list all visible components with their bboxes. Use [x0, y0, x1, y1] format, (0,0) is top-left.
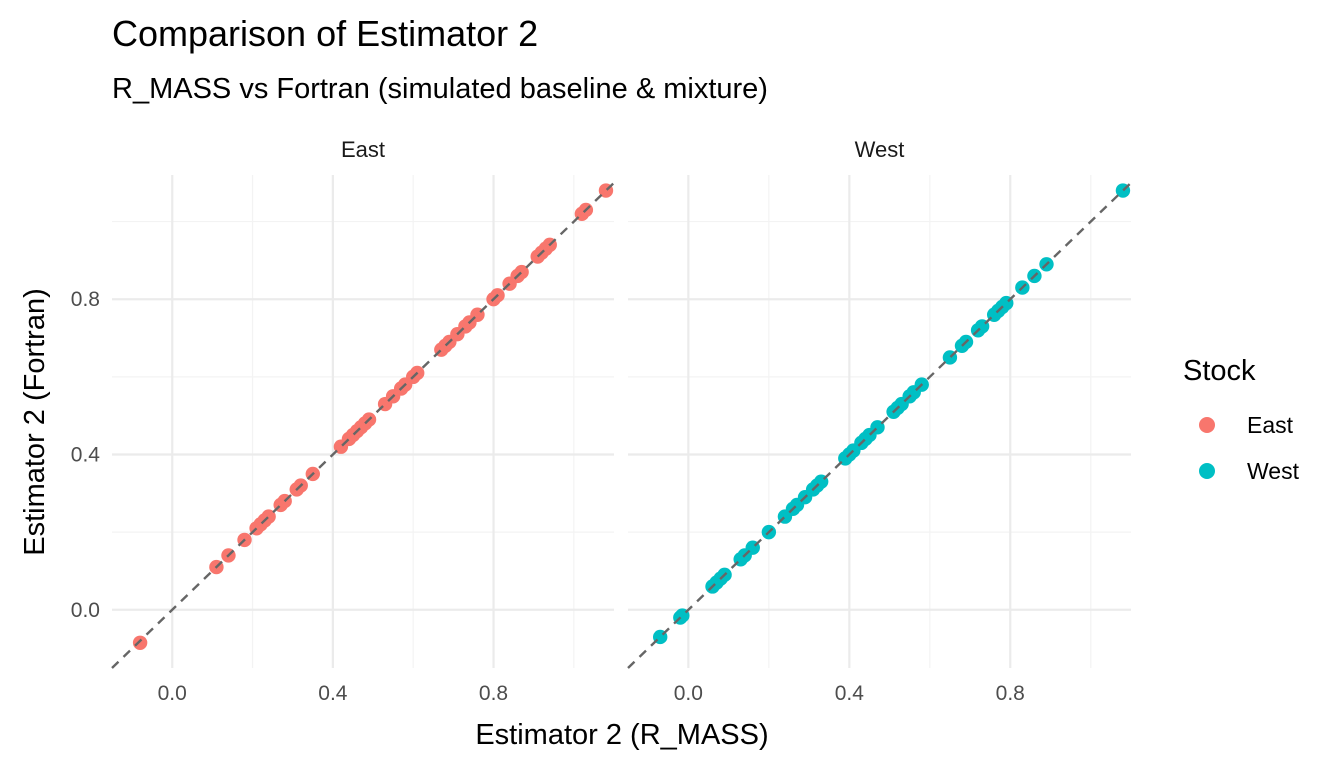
- legend-label-east: East: [1247, 412, 1294, 438]
- x-tick-label: 0.8: [479, 682, 508, 705]
- legend-key-east: [1199, 417, 1215, 433]
- chart-title: Comparison of Estimator 2: [112, 13, 538, 54]
- y-tick-label: 0.0: [71, 599, 100, 622]
- x-tick-label: 0.0: [158, 682, 187, 705]
- x-axis-title: Estimator 2 (R_MASS): [475, 719, 768, 751]
- x-tick-label: 0.8: [996, 682, 1025, 705]
- y-tick-label: 0.4: [71, 443, 101, 466]
- y-axis-title: Estimator 2 (Fortran): [19, 288, 51, 556]
- y-tick-label: 0.8: [71, 288, 100, 311]
- panel-east: East 0.0 0.4 0.8 0.0 0.4 0.8: [71, 137, 615, 705]
- legend-key-west: [1199, 463, 1215, 479]
- x-tick-label: 0.4: [835, 682, 865, 705]
- legend-label-west: West: [1247, 458, 1300, 484]
- legend-entries: East West: [1199, 412, 1300, 484]
- facet-panels: East 0.0 0.4 0.8 0.0 0.4 0.8 West 0.0 0.4 0.8: [71, 137, 1132, 705]
- facet-label-west: West: [855, 137, 905, 162]
- identity-line: [111, 181, 615, 669]
- chart-subtitle: R_MASS vs Fortran (simulated baseline & …: [112, 73, 768, 105]
- identity-line: [627, 181, 1132, 669]
- legend: Stock East West: [1183, 355, 1300, 484]
- x-tick-label: 0.0: [674, 682, 703, 705]
- facet-label-east: East: [341, 137, 385, 162]
- legend-title: Stock: [1183, 355, 1256, 387]
- panel-west: West 0.0 0.4 0.8: [627, 137, 1132, 705]
- data-point: [132, 635, 148, 650]
- x-tick-label: 0.4: [318, 682, 348, 705]
